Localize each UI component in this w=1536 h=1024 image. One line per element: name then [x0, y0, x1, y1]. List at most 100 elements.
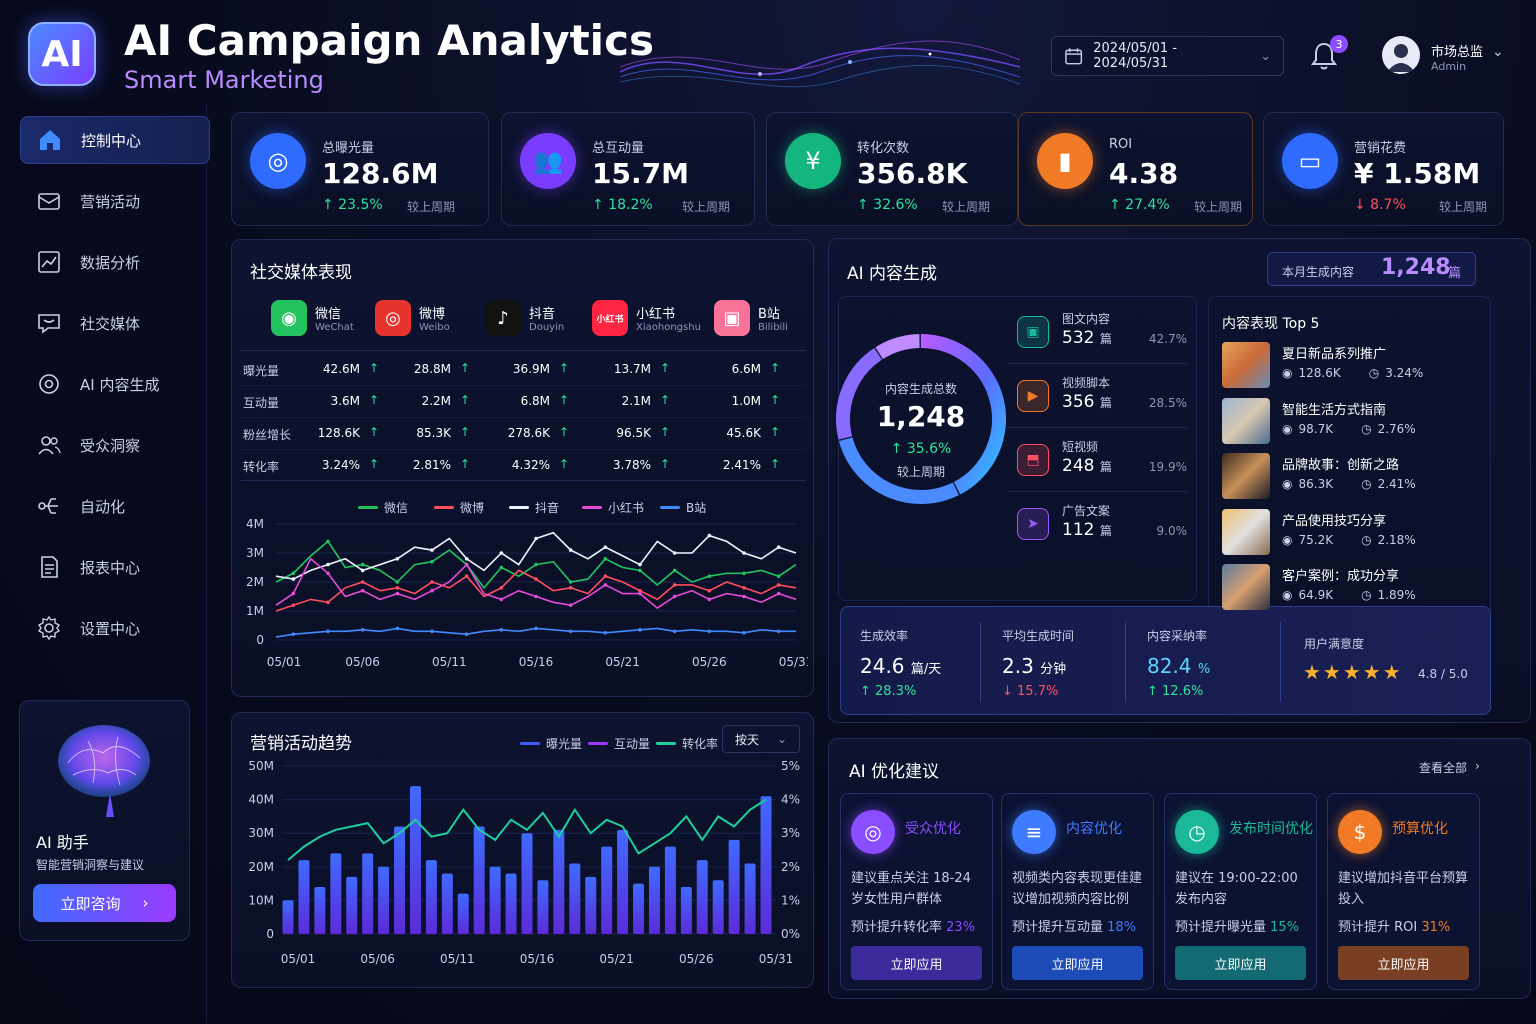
table-cell: 28.8M — [413, 362, 451, 376]
date-range-picker[interactable]: 2024/05/01 - 2024/05/31 ⌄ — [1051, 36, 1284, 76]
suggestion-title: 预算优化 — [1392, 821, 1448, 837]
content-type-value-block: 532 篇 — [1062, 328, 1112, 348]
content-type-value: 356 — [1062, 392, 1095, 412]
content-type-value-block: 356 篇 — [1062, 392, 1112, 412]
data-point — [464, 574, 469, 578]
top5-item[interactable]: 客户案例：成功分享 ◉ 64.9K ◷ 1.89% — [1222, 564, 1482, 612]
eye-icon: ◉ — [1282, 477, 1293, 491]
table-cell: 2.2M — [421, 394, 451, 408]
data-point — [464, 562, 469, 567]
sidebar-item-audience[interactable]: 受众洞察 — [20, 421, 210, 469]
top5-item[interactable]: 智能生活方式指南 ◉ 98.7K ◷ 2.76% — [1222, 397, 1482, 446]
sidebar-item-reports[interactable]: 报表中心 — [20, 543, 210, 591]
table-cell: 278.6K — [507, 426, 550, 440]
bar — [314, 886, 326, 934]
apply-button-label: 立即应用 — [1051, 957, 1104, 973]
apply-button[interactable]: 立即应用 — [1338, 946, 1469, 980]
kpi-card[interactable]: ◎ 总曝光量 128.6M ↑ 23.5% 较上周期 — [231, 112, 489, 226]
bar — [617, 829, 629, 934]
suggestion-card[interactable]: $ 预算优化 建议增加抖音平台预算投入 预计提升 ROI 31% 立即应用 — [1327, 793, 1480, 990]
donut-slice — [838, 437, 959, 504]
suggestion-card[interactable]: ◷ 发布时间优化 建议在 19:00-22:00 发布内容 预计提升曝光量 15% 立即… — [1164, 793, 1317, 990]
platform-english-name: Xiaohongshu — [636, 322, 701, 333]
stat-value-block: 24.6 篇/天 — [860, 654, 941, 678]
sidebar-item-control-center[interactable]: 控制中心 — [20, 116, 210, 164]
data-point — [360, 562, 365, 567]
top5-item[interactable]: 产品使用技巧分享 ◉ 75.2K ◷ 2.18% — [1222, 508, 1482, 557]
apply-button[interactable]: 立即应用 — [851, 946, 982, 980]
sidebar-item-analytics[interactable]: 数据分析 — [20, 238, 210, 286]
image-icon: ▣ — [1017, 316, 1049, 348]
sidebar-item-automation[interactable]: 自动化 — [20, 482, 210, 530]
content-type-row[interactable]: ⬒ 短视频 248 篇 19.9% — [1007, 430, 1187, 492]
data-point — [326, 629, 330, 634]
kpi-card[interactable]: ¥ 转化次数 356.8K ↑ 32.6% 较上周期 — [766, 112, 1018, 226]
apply-button[interactable]: 立即应用 — [1175, 946, 1306, 980]
data-point — [707, 533, 712, 538]
sidebar-item-social[interactable]: 社交媒体 — [20, 299, 210, 347]
bar — [696, 860, 708, 934]
content-metrics: ◉ 64.9K ◷ 1.89% — [1282, 588, 1416, 602]
data-point — [534, 626, 538, 631]
user-avatar-icon — [1387, 44, 1415, 72]
chevron-down-icon: ⌄ — [776, 732, 787, 746]
sidebar-item-label: 自动化 — [80, 497, 126, 516]
x-tick-label: 05/26 — [679, 952, 714, 966]
content-type-unit: 篇 — [1099, 524, 1112, 538]
kpi-card[interactable]: 👥 总互动量 15.7M ↑ 18.2% 较上周期 — [501, 112, 755, 226]
prediction-percent: 23% — [946, 920, 976, 935]
data-point — [776, 574, 781, 578]
data-point — [603, 557, 608, 561]
stat-label: 生成效率 — [860, 629, 909, 643]
top5-item[interactable]: 夏日新品系列推广 ◉ 128.6K ◷ 3.24% — [1222, 342, 1482, 390]
data-point — [430, 588, 434, 593]
suggestion-prediction: 预计提升互动量 18% — [1012, 916, 1136, 935]
sidebar-item-campaigns[interactable]: 营销活动 — [20, 177, 210, 225]
sidebar-item-label: 受众洞察 — [80, 436, 141, 455]
content-thumbnail — [1222, 508, 1270, 555]
sidebar-item-label: 控制中心 — [81, 131, 142, 150]
views-value: 86.3K — [1298, 477, 1334, 491]
campaign-bar-chart: 50M 40M 30M 20M 10M 0 5% 4% 3% 2% 1% 0% 05/01 05/06 05… — [248, 759, 800, 966]
bar — [378, 866, 390, 934]
kpi-card[interactable]: ▮ ROI 4.38 ↑ 27.4% 较上周期 — [1018, 112, 1253, 226]
sidebar-item-ai-content[interactable]: AI 内容生成 — [20, 360, 210, 408]
bar — [728, 839, 740, 934]
social-line-chart: 4M 3M 2M 1M 005/01 05/06 05/11 05/16 05/21 05/26 0… — [246, 517, 808, 669]
bar — [537, 880, 549, 934]
content-metrics: ◉ 86.3K ◷ 2.41% — [1282, 477, 1416, 491]
platform-english-name: WeChat — [315, 322, 354, 333]
avatar[interactable] — [1382, 36, 1420, 74]
granularity-select[interactable]: 按天 ⌄ — [722, 725, 800, 753]
data-point — [360, 588, 365, 593]
bell-icon[interactable] — [1308, 40, 1340, 72]
data-point — [499, 565, 504, 570]
user-menu-chevron-icon[interactable]: ⌄ — [1492, 44, 1504, 60]
suggestion-card[interactable]: ≡ 内容优化 视频类内容表现更佳建议增加视频内容比例 预计提升互动量 18% 立即应用 — [1001, 793, 1154, 990]
kpi-prev-period: 较上周期 — [1194, 200, 1243, 214]
bar — [585, 876, 597, 934]
up-arrow-icon: ↑ — [770, 393, 781, 407]
content-type-value: 248 — [1062, 456, 1095, 476]
content-type-row[interactable]: ▶ 视频脚本 356 篇 28.5% — [1007, 366, 1187, 428]
monthly-label: 本月生成内容 — [1282, 265, 1355, 279]
content-type-box — [838, 296, 1197, 601]
view-all-link[interactable]: 查看全部 › — [1419, 759, 1480, 776]
apply-button[interactable]: 立即应用 — [1012, 946, 1143, 980]
top5-title: 内容表现 Top 5 — [1222, 316, 1320, 332]
sidebar-item-settings[interactable]: 设置中心 — [20, 604, 210, 652]
donut-slice — [920, 334, 1006, 495]
monthly-content-badge: 本月生成内容 1,248 篇 — [1267, 252, 1476, 286]
content-type-row[interactable]: ➤ 广告文案 112 篇 9.0% — [1007, 494, 1187, 556]
data-point — [568, 586, 573, 590]
data-point — [464, 632, 469, 636]
consult-now-button[interactable]: 立即咨询 › — [33, 884, 176, 922]
gear-icon — [37, 615, 61, 641]
legend-engagement: 互动量 — [588, 735, 650, 752]
kpi-card[interactable]: ▭ 营销花费 ¥ 1.58M ↓ 8.7% 较上周期 — [1263, 112, 1504, 226]
table-cell: 42.6M — [322, 362, 360, 376]
suggestion-card[interactable]: ◎ 受众优化 建议重点关注 18-24 岁女性用户群体 预计提升转化率 23% 立即应用 — [840, 793, 993, 990]
content-type-row[interactable]: ▣ 图文内容 532 篇 42.7% — [1007, 302, 1187, 364]
top5-item[interactable]: 品牌故事：创新之路 ◉ 86.3K ◷ 2.41% — [1222, 453, 1482, 501]
